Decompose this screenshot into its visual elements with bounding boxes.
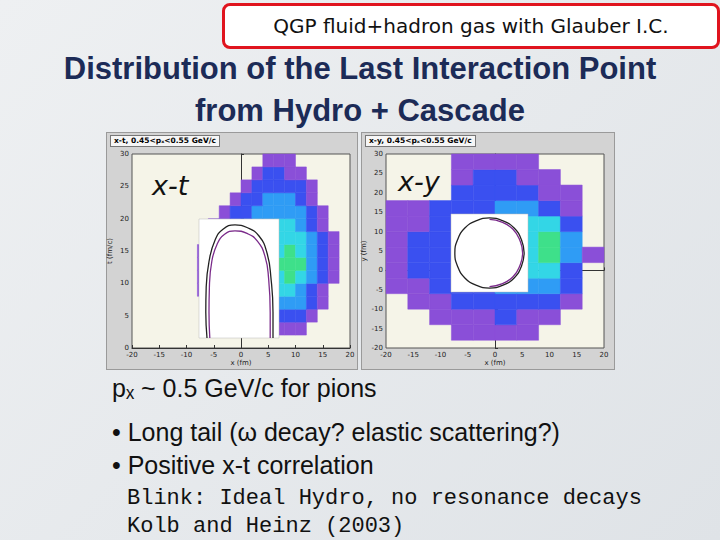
html-text:x-t, 0.45<pₓ<0.55 GeV/c: x-t, 0.45<pₓ<0.55 GeV/c	[114, 136, 216, 145]
svg-text:0: 0	[124, 344, 129, 352]
svg-text:-10: -10	[435, 351, 446, 359]
svg-text:30: 30	[120, 150, 129, 158]
svg-text:30: 30	[374, 150, 383, 158]
svg-text:20: 20	[120, 215, 129, 223]
svg-text:y (fm): y (fm)	[360, 240, 368, 261]
html-text:QGP fluid+hadron gas with Glau: QGP fluid+hadron gas with Glauber I.C.	[273, 14, 669, 38]
svg-text:-20: -20	[371, 344, 383, 352]
html-text:• Positive x-t correlation: • Positive x-t correlation	[112, 451, 374, 479]
svg-text:15: 15	[318, 351, 327, 359]
svg-text:25: 25	[120, 182, 129, 190]
svg-text:-15: -15	[408, 351, 419, 359]
svg-text:15: 15	[572, 351, 581, 359]
svg-text:20: 20	[346, 351, 355, 359]
svg-text:x (fm): x (fm)	[484, 359, 505, 367]
html-text:x-y, 0.45<pₓ<0.55 GeV/c: x-y, 0.45<pₓ<0.55 GeV/c	[369, 136, 472, 145]
html-text:• Long tail (ω decay? elastic: • Long tail (ω decay? elastic scattering…	[112, 418, 560, 446]
svg-text:10: 10	[291, 351, 300, 359]
svg-text:5: 5	[266, 351, 270, 359]
svg-text:15: 15	[374, 208, 383, 216]
svg-text:10: 10	[120, 279, 129, 287]
svg-text:-5: -5	[464, 351, 471, 359]
svg-text:-5: -5	[210, 351, 217, 359]
svg-text:-10: -10	[181, 351, 192, 359]
svg-text:5: 5	[125, 312, 129, 320]
svg-text:-15: -15	[154, 351, 165, 359]
svg-text:0: 0	[379, 266, 383, 274]
svg-text:5: 5	[379, 247, 383, 255]
html-text:Blink: Ideal Hydro, no resonan: Blink: Ideal Hydro, no resonance decays	[127, 486, 642, 511]
html-text:Distribution of the Last Inter: Distribution of the Last Interaction Poi…	[63, 51, 657, 128]
svg-text:20: 20	[600, 351, 609, 359]
html-text:pₓ ~ 0.5 GeV/c for pions: pₓ ~ 0.5 GeV/c for pions	[112, 374, 377, 402]
svg-text:10: 10	[545, 351, 554, 359]
svg-text:10: 10	[374, 228, 383, 236]
svg-text:x (fm): x (fm)	[230, 359, 251, 367]
svg-text:5: 5	[520, 351, 524, 359]
html-text:Kolb and Heinz (2003): Kolb and Heinz (2003)	[127, 514, 405, 539]
svg-text:-5: -5	[376, 286, 383, 294]
svg-text:20: 20	[374, 189, 383, 197]
svg-text:t (fm/c): t (fm/c)	[106, 238, 114, 264]
svg-text:-10: -10	[372, 305, 383, 313]
svg-text:0: 0	[239, 351, 243, 359]
svg-text:-20: -20	[380, 351, 391, 359]
svg-text:15: 15	[120, 247, 129, 255]
svg-text:0: 0	[493, 351, 497, 359]
svg-text:-20: -20	[126, 351, 137, 359]
html-text:x-t: x-t	[152, 170, 189, 201]
svg-text:-15: -15	[372, 325, 383, 333]
svg-text:25: 25	[374, 169, 383, 177]
html-text:x-y: x-y	[398, 166, 440, 197]
